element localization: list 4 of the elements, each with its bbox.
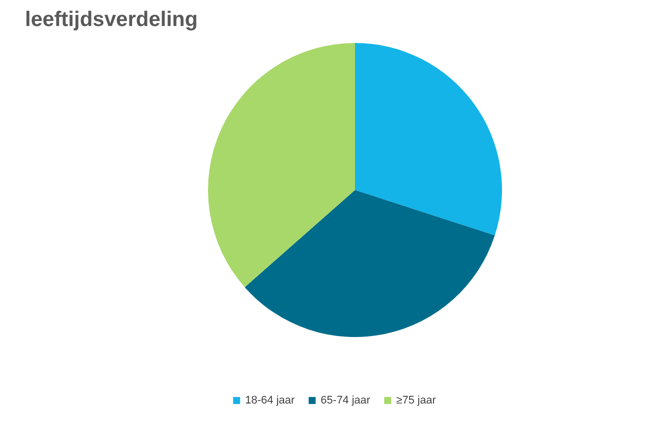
legend-label: 65-74 jaar — [320, 394, 371, 406]
chart-title: leeftijdsverdeling — [25, 8, 198, 31]
legend-label: 18-64 jaar — [245, 394, 295, 406]
legend-label: ≥75 jaar — [396, 394, 436, 406]
